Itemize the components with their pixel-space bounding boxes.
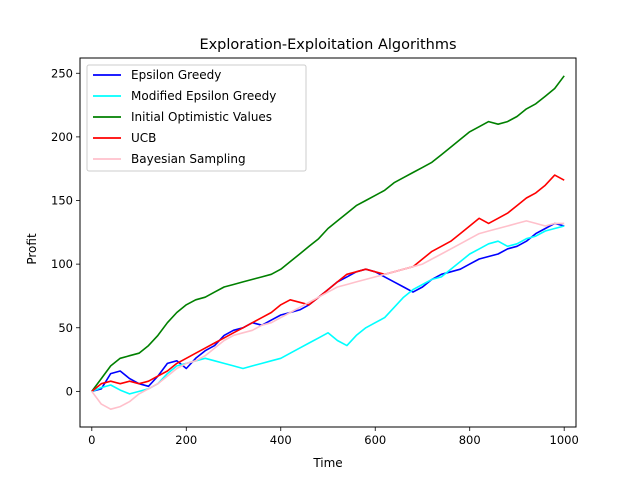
y-tick-label: 0 bbox=[66, 384, 73, 398]
series-line-initial-optimistic-values bbox=[91, 75, 565, 392]
chart-title: Exploration-Exploitation Algorithms bbox=[199, 37, 456, 53]
y-axis-label: Profit bbox=[25, 233, 39, 265]
legend-label-bayesian-sampling: Bayesian Sampling bbox=[131, 152, 246, 166]
legend: Epsilon Greedy Modified Epsilon Greedy Ini… bbox=[86, 64, 307, 172]
x-tick-label: 800 bbox=[459, 433, 481, 447]
legend-label-modified-epsilon-greedy: Modified Epsilon Greedy bbox=[131, 89, 276, 103]
plot-frame bbox=[79, 57, 577, 428]
series-line-ucb bbox=[91, 174, 565, 393]
legend-box bbox=[86, 64, 307, 172]
x-tick-label: 1000 bbox=[550, 433, 579, 447]
x-tick-label: 200 bbox=[175, 433, 197, 447]
legend-label-ucb: UCB bbox=[131, 131, 156, 145]
legend-label-epsilon-greedy: Epsilon Greedy bbox=[131, 68, 221, 82]
x-tick-label: 600 bbox=[364, 433, 386, 447]
legend-label-initial-optimistic-values: Initial Optimistic Values bbox=[131, 110, 272, 124]
x-tick-label: 400 bbox=[270, 433, 292, 447]
y-tick-label: 50 bbox=[58, 321, 73, 335]
series-line-bayesian-sampling bbox=[91, 220, 565, 411]
axis-ticks: 0 200 400 600 800 1000 0 50 100 150 200 250 bbox=[51, 66, 579, 447]
y-tick-label: 250 bbox=[51, 66, 73, 80]
x-axis-label: Time bbox=[312, 456, 342, 470]
y-tick-label: 100 bbox=[51, 257, 73, 271]
y-tick-label: 200 bbox=[51, 130, 73, 144]
y-tick-label: 150 bbox=[51, 194, 73, 208]
x-tick-label: 0 bbox=[88, 433, 95, 447]
series-line-modified-epsilon-greedy bbox=[91, 225, 565, 395]
series-lines bbox=[91, 75, 565, 411]
